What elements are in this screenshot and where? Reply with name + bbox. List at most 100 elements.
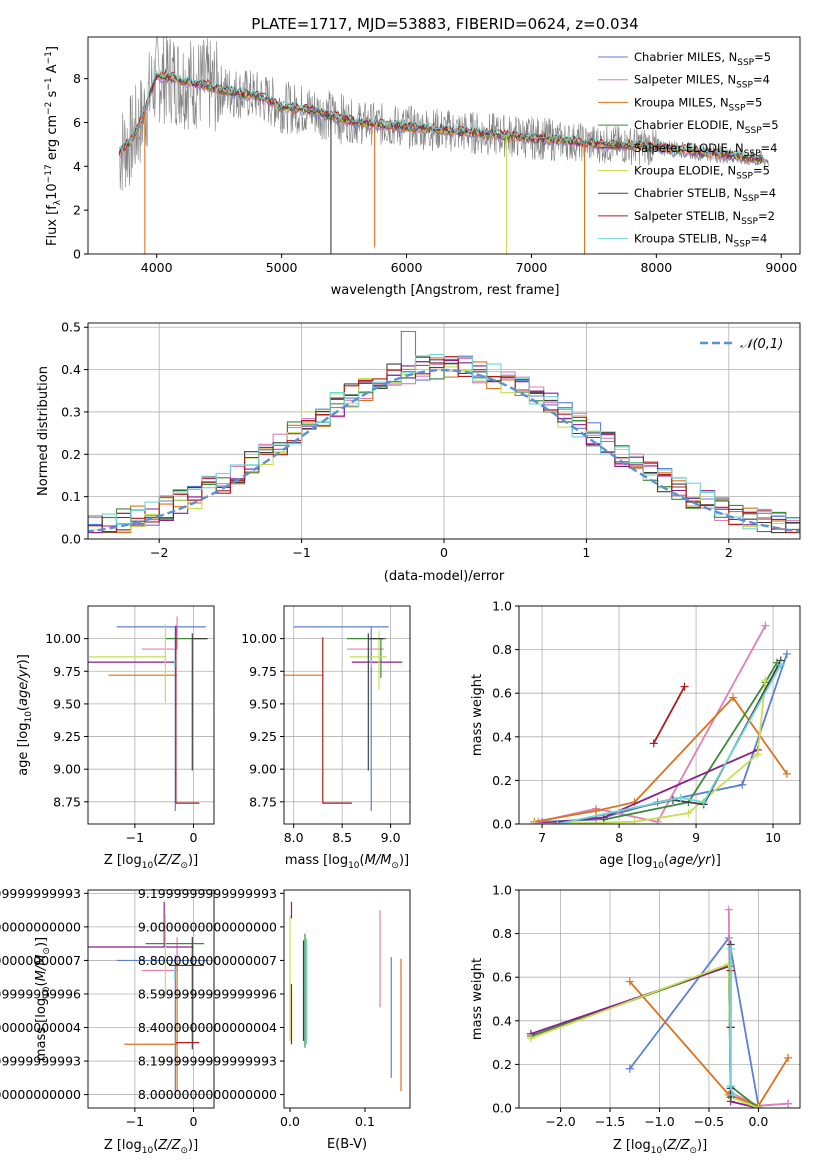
figure-title: PLATE=1717, MJD=53883, FIBERID=0624, z=0… <box>251 15 638 33</box>
chart-age_vs_Z: −1 0 8.75 9.00 9.25 9.50 9.75 10.00 Z [log10(Z/Z… <box>16 605 215 871</box>
x-tick-label: −2 <box>150 545 168 560</box>
x-tick-label: −1 <box>126 1114 144 1129</box>
y-tick-label: 9.0000000000000000 <box>138 919 277 934</box>
y-tick-label: 0.2 <box>492 773 512 788</box>
plot-area <box>526 905 793 1108</box>
y-tick-label: 0.8 <box>492 926 512 941</box>
y-tick-label: 0.5 <box>61 320 81 335</box>
y-tick-label: 0 <box>73 247 81 262</box>
x-tick-label: −1.5 <box>595 1114 625 1129</box>
data-point-marker <box>684 809 693 818</box>
y-tick-label: 8.4000000000000004 <box>0 1020 81 1035</box>
x-tick-label: 0 <box>440 545 448 560</box>
errorbar-point <box>322 637 352 804</box>
x-tick-label: 6000 <box>391 260 423 275</box>
model-spectrum <box>118 69 763 159</box>
y-tick-label: 0.4 <box>61 362 81 377</box>
y-tick-label: 0.0 <box>492 1101 512 1116</box>
data-point-marker <box>753 750 762 759</box>
y-tick-label: 9.75 <box>53 664 81 679</box>
x-axis-label: Z [log10(Z/Z⊙)] <box>613 1138 707 1156</box>
chart-residuals: −2 −1 0 1 2 0.0 0.1 0.2 0.3 0.4 0.5 𝒩(0,1) (data-mod… <box>36 320 801 584</box>
data-point-marker <box>782 769 791 778</box>
series-line <box>557 664 782 824</box>
normal-reference-curve <box>88 368 800 533</box>
chart-mass_vs_Z: −1 0 8.0000000000000000 8.1999999999999993 8… <box>0 886 215 1156</box>
data-point-marker <box>630 817 639 824</box>
data-point-marker <box>653 817 662 824</box>
y-tick-label: 9.50 <box>53 696 81 711</box>
data-point-marker <box>530 820 539 824</box>
legend-entry: Kroupa ELODIE, NSSP=5 <box>634 164 770 182</box>
y-tick-label: 1.0 <box>492 883 512 898</box>
x-tick-label: 9.0 <box>381 830 401 845</box>
errorbar-point <box>191 633 208 771</box>
y-tick-label: 8.8000000000000007 <box>0 953 81 968</box>
data-point-marker <box>738 780 747 789</box>
x-tick-label: 1 <box>582 545 590 560</box>
series-line <box>534 749 759 824</box>
data-point-marker <box>591 806 600 815</box>
x-tick-label: 8 <box>615 830 623 845</box>
y-tick-label: 0.6 <box>492 686 512 701</box>
data-point-marker <box>728 1090 737 1099</box>
errorbar-point <box>124 960 178 1092</box>
y-tick-label: 0.1 <box>61 489 81 504</box>
y-tick-label: 10.00 <box>241 631 277 646</box>
y-tick-label: 8.5999999999999996 <box>138 986 277 1001</box>
x-tick-label: 10 <box>765 830 781 845</box>
data-point-marker <box>649 739 658 748</box>
x-tick-label: 8.0 <box>284 830 304 845</box>
axes-frame <box>283 889 411 1109</box>
y-tick-label: 0.4 <box>492 729 512 744</box>
y-tick-label: 8.75 <box>249 794 277 809</box>
y-tick-label: 8.4000000000000004 <box>138 1020 277 1035</box>
x-tick-label: 0.0 <box>748 1114 768 1129</box>
legend-entry: 𝒩(0,1) <box>740 337 783 352</box>
errorbar-point <box>175 637 200 804</box>
y-tick-label: 8.75 <box>53 794 81 809</box>
x-tick-label: 7 <box>538 830 546 845</box>
series-line <box>530 962 759 1108</box>
y-axis-label: mass weight <box>470 958 485 1040</box>
y-tick-label: 10.00 <box>45 631 81 646</box>
legend-entry: Chabrier MILES, NSSP=5 <box>634 50 771 68</box>
x-tick-label: −0.5 <box>694 1114 724 1129</box>
plot-area <box>289 901 402 1092</box>
axes-frame <box>87 889 215 1109</box>
x-tick-label: 2 <box>725 545 733 560</box>
x-axis-label: Z [log10(Z/Z⊙)] <box>104 853 198 871</box>
data-point-marker <box>680 682 689 691</box>
y-axis-label: Normed distribution <box>36 366 51 496</box>
axes-frame <box>283 605 411 825</box>
x-axis-label: (data-model)/error <box>384 569 505 584</box>
data-point-marker <box>729 693 738 702</box>
data-point-marker <box>761 621 770 630</box>
y-tick-label: 9.1999999999999993 <box>138 886 277 901</box>
gridlines <box>284 606 410 824</box>
errorbar-point <box>168 936 205 1050</box>
errorbar-point <box>293 626 389 811</box>
x-tick-label: 0.1 <box>355 1114 375 1129</box>
y-tick-label: 8.0000000000000000 <box>0 1087 81 1102</box>
data-point-marker <box>724 905 733 914</box>
y-axis-label: mass weight <box>470 674 485 756</box>
series-line <box>530 965 759 1108</box>
x-tick-label: 8000 <box>640 260 672 275</box>
x-axis-label: E(B-V) <box>327 1137 367 1152</box>
x-tick-label: 7000 <box>516 260 548 275</box>
data-point-marker <box>784 1099 793 1108</box>
y-tick-label: 0.3 <box>61 404 81 419</box>
y-axis-label: Flux [fλ10−17 erg cm−2 s−1 A−1] <box>44 46 63 246</box>
y-tick-label: 9.75 <box>249 664 277 679</box>
series-line <box>652 686 686 744</box>
data-point-marker <box>526 1034 535 1043</box>
x-tick-label: 0 <box>190 830 198 845</box>
legend: 𝒩(0,1) <box>700 337 783 352</box>
x-tick-label: −1 <box>126 830 144 845</box>
legend: Chabrier MILES, NSSP=5 Salpeter MILES, NS… <box>598 50 779 250</box>
series-line <box>542 653 788 823</box>
y-tick-label: 8 <box>73 71 81 86</box>
y-tick-label: 4 <box>73 159 81 174</box>
